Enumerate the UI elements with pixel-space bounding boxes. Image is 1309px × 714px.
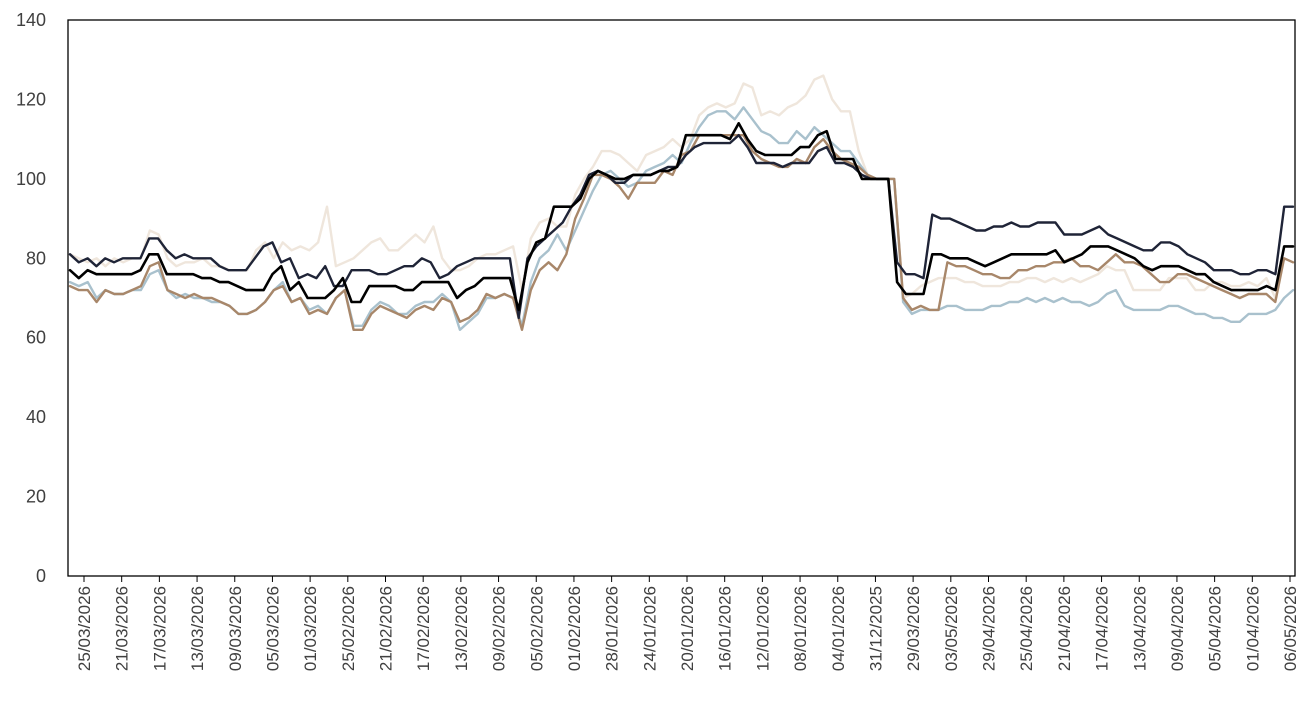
x-tick-label: 29/04/2026 (980, 586, 999, 671)
x-tick-label: 17/02/2026 (414, 586, 433, 671)
x-tick-label: 25/04/2026 (1017, 586, 1036, 671)
x-tick-label: 03/05/2026 (942, 586, 961, 671)
y-tick-label: 60 (26, 328, 46, 348)
x-tick-label: 05/02/2026 (527, 586, 546, 671)
y-tick-label: 20 (26, 487, 46, 507)
x-tick-label: 05/04/2026 (1206, 586, 1225, 671)
x-tick-label: 25/02/2026 (339, 586, 358, 671)
x-tick-label: 20/01/2026 (678, 586, 697, 671)
x-tick-label: 21/04/2026 (1055, 586, 1074, 671)
x-tick-label: 28/01/2026 (603, 586, 622, 671)
x-tick-label: 09/04/2026 (1168, 586, 1187, 671)
x-tick-label: 01/03/2026 (301, 586, 320, 671)
x-tick-label: 08/01/2026 (791, 586, 810, 671)
y-axis-tick-labels: 0 20 40 60 80 100 120 140 (16, 10, 46, 586)
x-tick-label: 21/02/2026 (377, 586, 396, 671)
y-tick-label: 0 (36, 566, 46, 586)
x-tick-label: 17/04/2026 (1093, 586, 1112, 671)
x-tick-label: 04/01/2026 (829, 586, 848, 671)
x-tick-label: 21/03/2026 (113, 586, 132, 671)
x-tick-label: 01/02/2026 (565, 586, 584, 671)
y-tick-label: 100 (16, 169, 46, 189)
series-line-5 (68, 122, 1295, 312)
x-tick-label: 09/03/2026 (226, 586, 245, 671)
axes (67, 19, 1296, 577)
x-tick-label: 17/03/2026 (150, 586, 169, 671)
x-tick-label: 24/01/2026 (640, 586, 659, 671)
x-tick-label: 29/03/2026 (904, 586, 923, 671)
plot-area-border (67, 19, 1296, 577)
x-tick-label: 09/02/2026 (490, 586, 509, 671)
series-line-4 (68, 133, 1295, 320)
x-tick-label: 13/02/2026 (452, 586, 471, 671)
y-tick-label: 40 (26, 407, 46, 427)
x-tick-label: 13/04/2026 (1130, 586, 1149, 671)
series-line-1 (68, 74, 1295, 300)
x-tick-label: 16/01/2026 (716, 586, 735, 671)
x-tick-label: 31/12/2025 (866, 586, 885, 671)
y-tick-label: 80 (26, 248, 46, 268)
series-line-3 (68, 133, 1295, 331)
y-tick-label: 120 (16, 89, 46, 109)
x-tick-label: 13/03/2026 (188, 586, 207, 671)
series-line-2 (68, 106, 1295, 331)
x-axis-tick-labels: 25/03/2026 21/03/2026 17/03/2026 13/03/2026… (75, 576, 1300, 671)
x-tick-label: 05/03/2026 (263, 586, 282, 671)
x-tick-label: 12/01/2026 (753, 586, 772, 671)
y-tick-label: 140 (16, 10, 46, 30)
x-tick-label: 01/04/2026 (1243, 586, 1262, 671)
plot-lines (68, 74, 1295, 331)
x-tick-label: 06/05/2026 (1281, 586, 1300, 671)
x-tick-label: 25/03/2026 (75, 586, 94, 671)
